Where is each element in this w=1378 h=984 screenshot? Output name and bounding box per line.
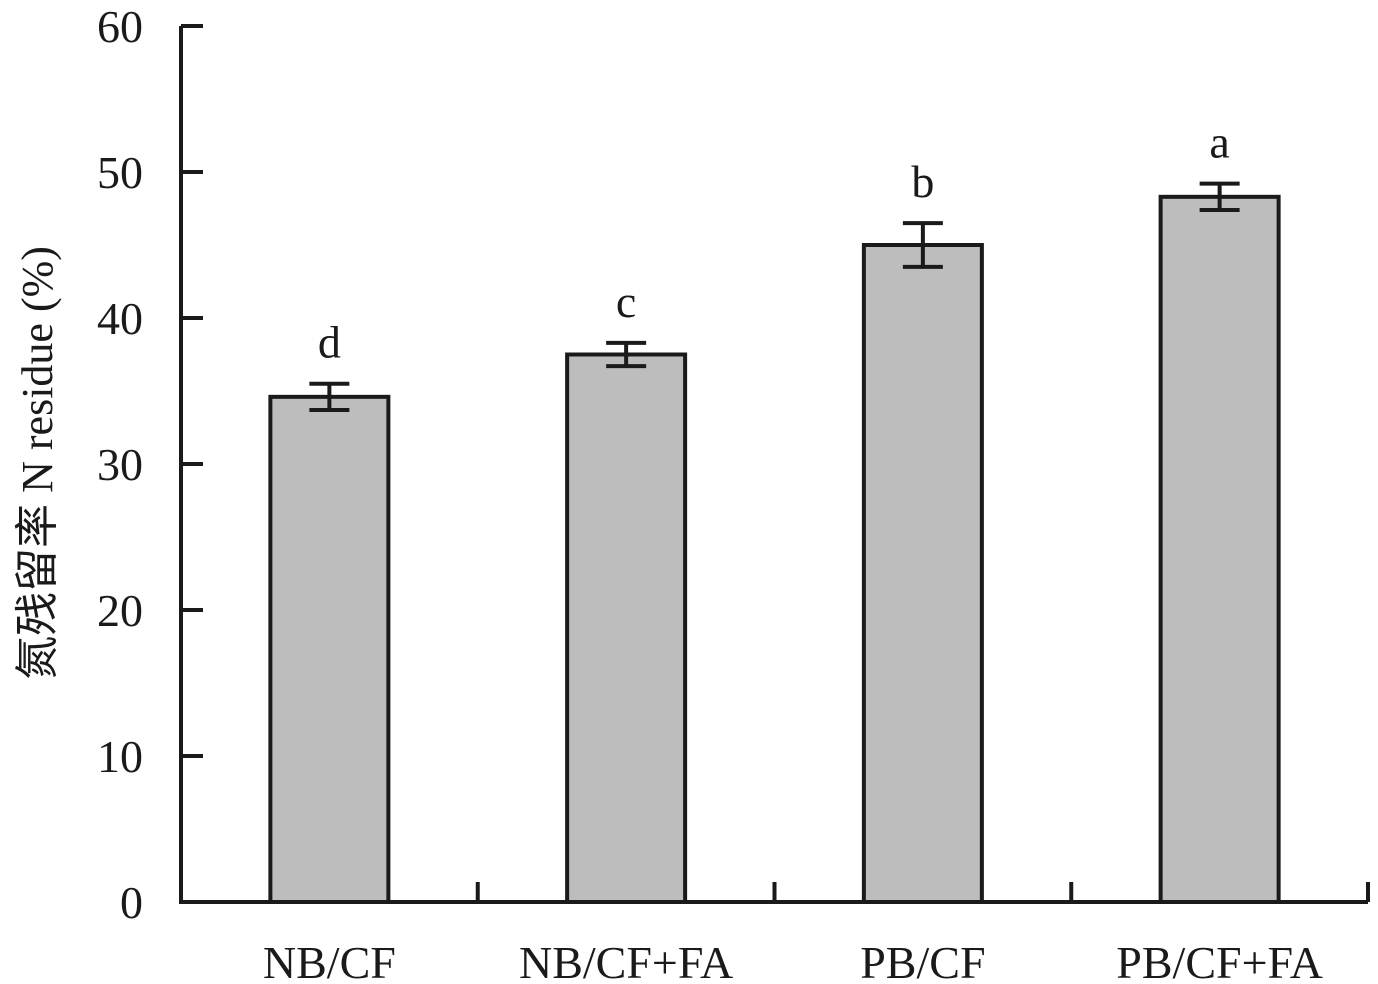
significance-label: b (911, 156, 934, 207)
error-bars (309, 181, 1240, 412)
y-tick-label: 10 (97, 731, 143, 782)
y-tick-label: 30 (97, 439, 143, 490)
x-category-label: PB/CF+FA (1116, 937, 1323, 984)
bar (565, 352, 688, 904)
x-category-label: PB/CF (860, 937, 985, 984)
bar (1158, 194, 1281, 904)
bar (861, 243, 984, 904)
bar (268, 394, 391, 904)
y-tick-label: 0 (120, 877, 143, 928)
significance-label: c (616, 276, 636, 327)
labels: d c b a (318, 117, 1230, 368)
y-axis-title: 氮残留率 N residue (%) (13, 246, 62, 680)
y-tick-label: 40 (97, 293, 143, 344)
x-category-label: NB/CF (263, 937, 396, 984)
significance-label: d (318, 317, 341, 368)
x-category-label: NB/CF+FA (519, 937, 733, 984)
bars (268, 194, 1281, 904)
y-axis: 0 10 20 30 40 50 60 (97, 1, 203, 928)
significance-label: a (1209, 117, 1229, 168)
y-tick-label: 20 (97, 585, 143, 636)
y-tick-label: 60 (97, 1, 143, 52)
y-tick-label: 50 (97, 147, 143, 198)
x-axis: NB/CF NB/CF+FA PB/CF PB/CF+FA (179, 882, 1370, 984)
